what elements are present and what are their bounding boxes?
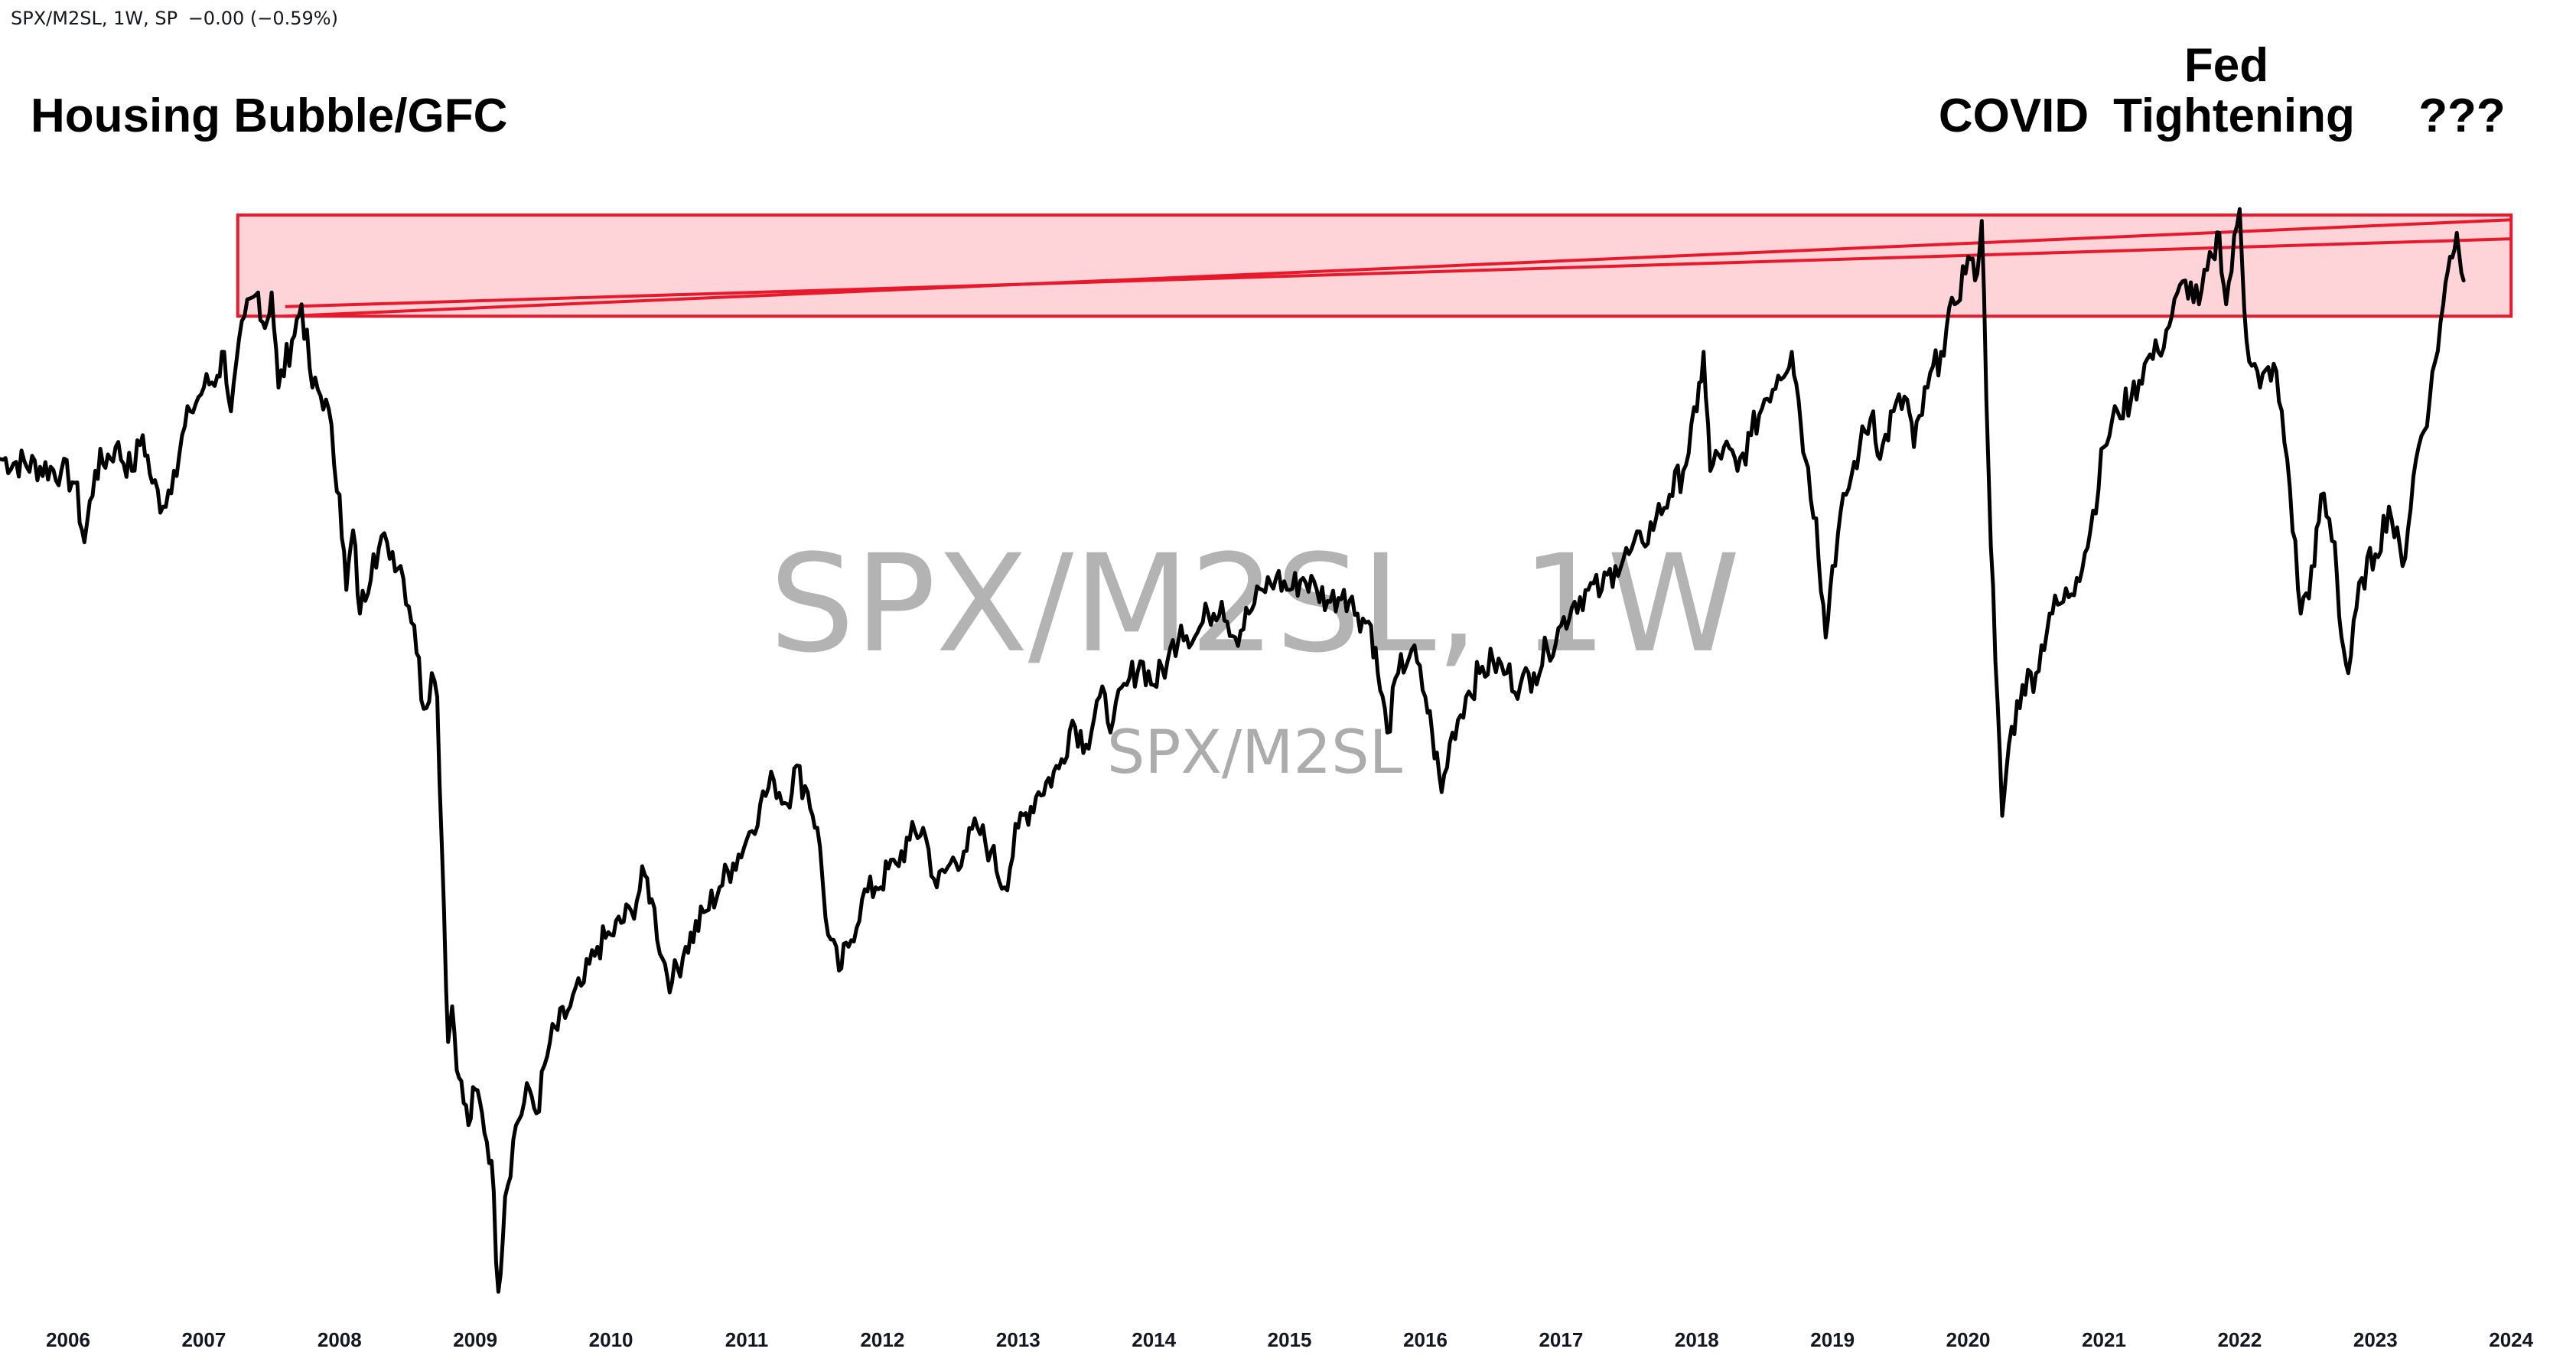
x-tick-label-2013: 2013 bbox=[996, 1328, 1040, 1351]
symbol-header: SPX/M2SL, 1W, SP −0.00 (−0.59%) bbox=[11, 8, 343, 29]
annotation-fed-line2: Tightening bbox=[2113, 90, 2355, 142]
x-tick-label-2016: 2016 bbox=[1403, 1328, 1448, 1351]
x-tick-label-2017: 2017 bbox=[1539, 1328, 1583, 1351]
x-tick-label-2008: 2008 bbox=[318, 1328, 362, 1351]
x-tick-label-2014: 2014 bbox=[1132, 1328, 1176, 1351]
x-tick-label-2021: 2021 bbox=[2082, 1328, 2126, 1351]
x-tick-label-2024: 2024 bbox=[2489, 1328, 2533, 1351]
watermark-subtitle: SPX/M2SL bbox=[1107, 718, 1403, 787]
trendline-1 bbox=[285, 218, 2512, 318]
x-tick-label-2006: 2006 bbox=[46, 1328, 90, 1351]
trendline-2 bbox=[285, 237, 2512, 308]
annotations-group: Housing Bubble/GFC COVID Fed Tightening … bbox=[31, 39, 2506, 142]
annotation-unknown: ??? bbox=[2418, 90, 2506, 142]
price-series-group bbox=[0, 207, 2466, 1294]
resistance-zone bbox=[236, 213, 2513, 318]
series-line-spx-m2sl bbox=[0, 207, 2466, 1294]
x-tick-label-2011: 2011 bbox=[725, 1328, 768, 1351]
change-label: −0.00 (−0.59%) bbox=[187, 8, 338, 29]
x-tick-label-2007: 2007 bbox=[181, 1328, 226, 1351]
resistance-zone-group bbox=[236, 213, 2513, 318]
x-tick-label-2012: 2012 bbox=[860, 1328, 904, 1351]
annotation-covid: COVID bbox=[1939, 90, 2089, 142]
x-tick-label-2022: 2022 bbox=[2217, 1328, 2262, 1351]
x-axis[interactable]: 2006 2007 2008 2009 2010 2011 2012 2013 2014 2015… bbox=[46, 1328, 2534, 1351]
annotation-fed-line1: Fed bbox=[2184, 39, 2268, 92]
x-tick-label-2015: 2015 bbox=[1268, 1328, 1312, 1351]
annotation-gfc: Housing Bubble/GFC bbox=[31, 90, 507, 142]
x-tick-label-2009: 2009 bbox=[453, 1328, 497, 1351]
x-tick-label-2018: 2018 bbox=[1675, 1328, 1719, 1351]
x-tick-label-2023: 2023 bbox=[2353, 1328, 2398, 1351]
x-tick-label-2019: 2019 bbox=[1810, 1328, 1855, 1351]
watermark: SPX/M2SL, 1W SPX/M2SL bbox=[769, 526, 1740, 787]
x-tick-label-2010: 2010 bbox=[589, 1328, 633, 1351]
x-tick-label-2020: 2020 bbox=[1946, 1328, 1991, 1351]
symbol-label[interactable]: SPX/M2SL, 1W, SP bbox=[11, 8, 178, 29]
